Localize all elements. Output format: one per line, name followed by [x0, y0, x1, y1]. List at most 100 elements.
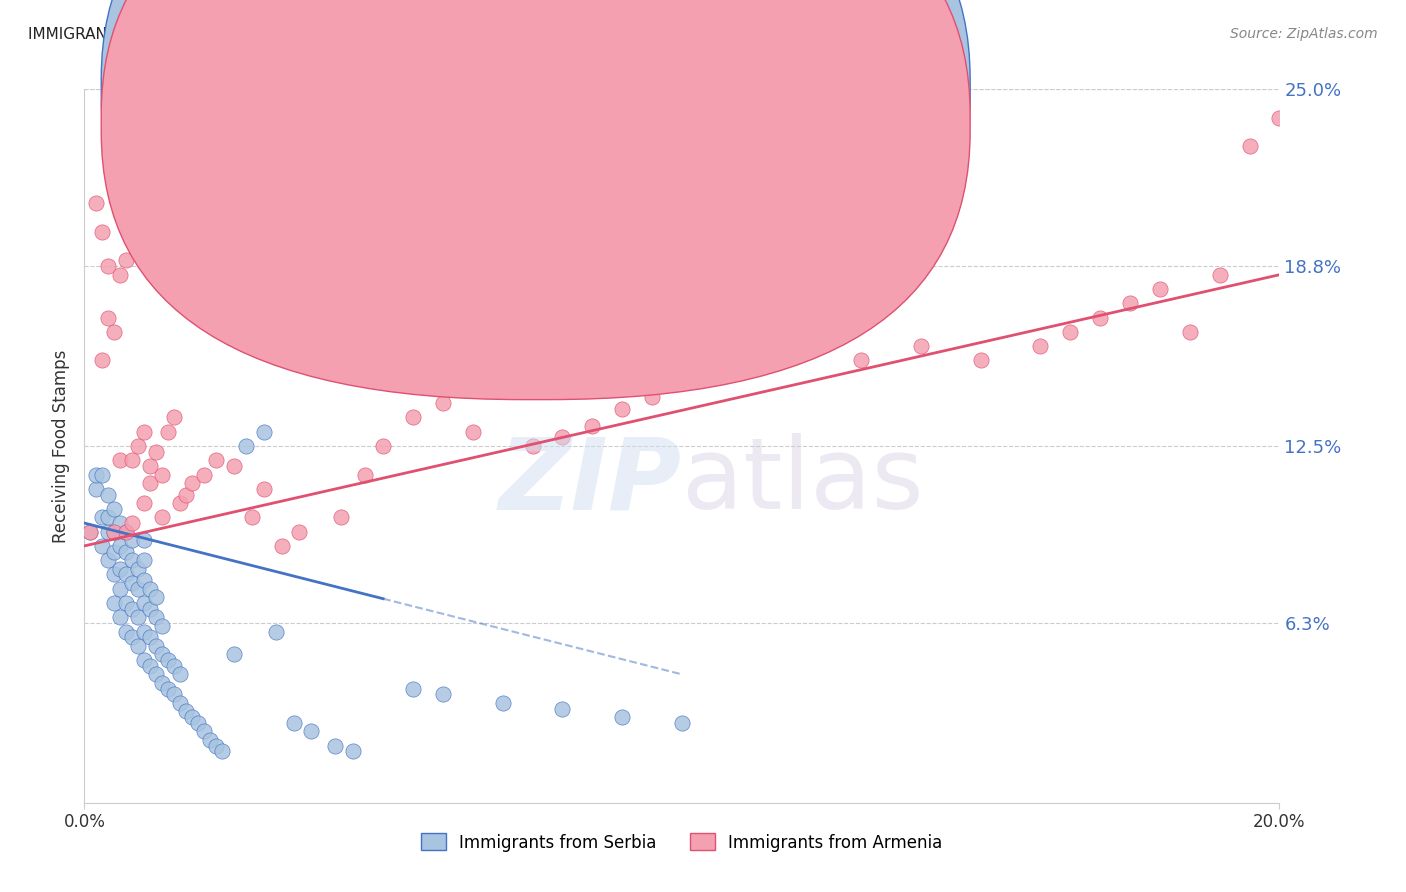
- Point: [121, 601, 143, 615]
- Point: [157, 653, 180, 667]
- Point: [91, 225, 114, 239]
- Point: [612, 710, 634, 724]
- Point: [86, 482, 108, 496]
- Point: [1178, 325, 1201, 339]
- Point: [198, 733, 221, 747]
- Point: [551, 430, 574, 444]
- Point: [492, 353, 515, 368]
- Point: [169, 667, 191, 681]
- Point: [150, 648, 173, 662]
- Point: [354, 467, 377, 482]
- Point: [121, 576, 143, 591]
- Point: [110, 516, 132, 530]
- Point: [103, 567, 125, 582]
- Point: [115, 253, 138, 268]
- Point: [91, 467, 114, 482]
- Point: [139, 458, 162, 473]
- Point: [139, 601, 162, 615]
- Point: [1268, 111, 1291, 125]
- Point: [139, 582, 162, 596]
- Point: [79, 524, 101, 539]
- Point: [110, 453, 132, 467]
- Point: [127, 439, 149, 453]
- Point: [1209, 268, 1232, 282]
- Point: [91, 539, 114, 553]
- Point: [174, 487, 197, 501]
- Point: [671, 715, 693, 730]
- Point: [121, 533, 143, 548]
- Y-axis label: Receiving Food Stamps: Receiving Food Stamps: [52, 350, 70, 542]
- Point: [150, 619, 173, 633]
- Text: Source: ZipAtlas.com: Source: ZipAtlas.com: [1230, 27, 1378, 41]
- Point: [139, 630, 162, 644]
- Point: [150, 676, 173, 690]
- Point: [288, 524, 311, 539]
- Point: [132, 553, 156, 567]
- Point: [342, 744, 364, 758]
- Point: [790, 325, 813, 339]
- Point: [181, 710, 204, 724]
- Point: [1029, 339, 1052, 353]
- Point: [91, 510, 114, 524]
- Point: [150, 510, 173, 524]
- Point: [240, 510, 263, 524]
- Point: [402, 681, 425, 696]
- Point: [612, 401, 634, 416]
- Point: [97, 510, 120, 524]
- Point: [91, 353, 114, 368]
- Point: [1059, 325, 1081, 339]
- Point: [1119, 296, 1142, 310]
- Point: [193, 724, 215, 739]
- Point: [121, 630, 143, 644]
- Point: [150, 467, 173, 482]
- Point: [139, 658, 162, 673]
- Point: [103, 596, 125, 610]
- Point: [110, 539, 132, 553]
- Point: [86, 196, 108, 211]
- Text: IMMIGRANTS FROM SERBIA VS IMMIGRANTS FROM ARMENIA RECEIVING FOOD STAMPS CORRELAT: IMMIGRANTS FROM SERBIA VS IMMIGRANTS FRO…: [28, 27, 860, 42]
- Point: [169, 496, 191, 510]
- Text: R =  0.501   N = 63: R = 0.501 N = 63: [527, 112, 734, 129]
- Point: [132, 425, 156, 439]
- Point: [187, 715, 209, 730]
- Point: [145, 667, 167, 681]
- Point: [910, 339, 932, 353]
- Point: [522, 439, 544, 453]
- Point: [581, 419, 603, 434]
- Point: [103, 524, 125, 539]
- Point: [373, 439, 395, 453]
- Point: [253, 425, 276, 439]
- Point: [115, 596, 138, 610]
- Point: [97, 524, 120, 539]
- Text: atlas: atlas: [682, 434, 924, 530]
- Point: [127, 639, 149, 653]
- Point: [132, 496, 156, 510]
- Point: [461, 425, 484, 439]
- Point: [110, 268, 132, 282]
- Point: [145, 444, 167, 458]
- Point: [671, 373, 693, 387]
- Point: [169, 696, 191, 710]
- Point: [641, 391, 664, 405]
- Point: [330, 510, 353, 524]
- Point: [145, 639, 167, 653]
- Point: [103, 544, 125, 558]
- Text: ZIP: ZIP: [499, 434, 682, 530]
- Point: [283, 715, 305, 730]
- Point: [79, 524, 101, 539]
- Point: [181, 476, 204, 491]
- Point: [157, 425, 180, 439]
- Point: [97, 310, 120, 325]
- Point: [132, 624, 156, 639]
- Point: [1149, 282, 1171, 296]
- Point: [86, 467, 108, 482]
- Point: [163, 658, 186, 673]
- Legend: Immigrants from Serbia, Immigrants from Armenia: Immigrants from Serbia, Immigrants from …: [422, 833, 942, 852]
- Point: [270, 539, 292, 553]
- Point: [115, 624, 138, 639]
- Point: [163, 687, 186, 701]
- Point: [127, 610, 149, 624]
- Point: [551, 701, 574, 715]
- Point: [97, 553, 120, 567]
- Point: [205, 739, 228, 753]
